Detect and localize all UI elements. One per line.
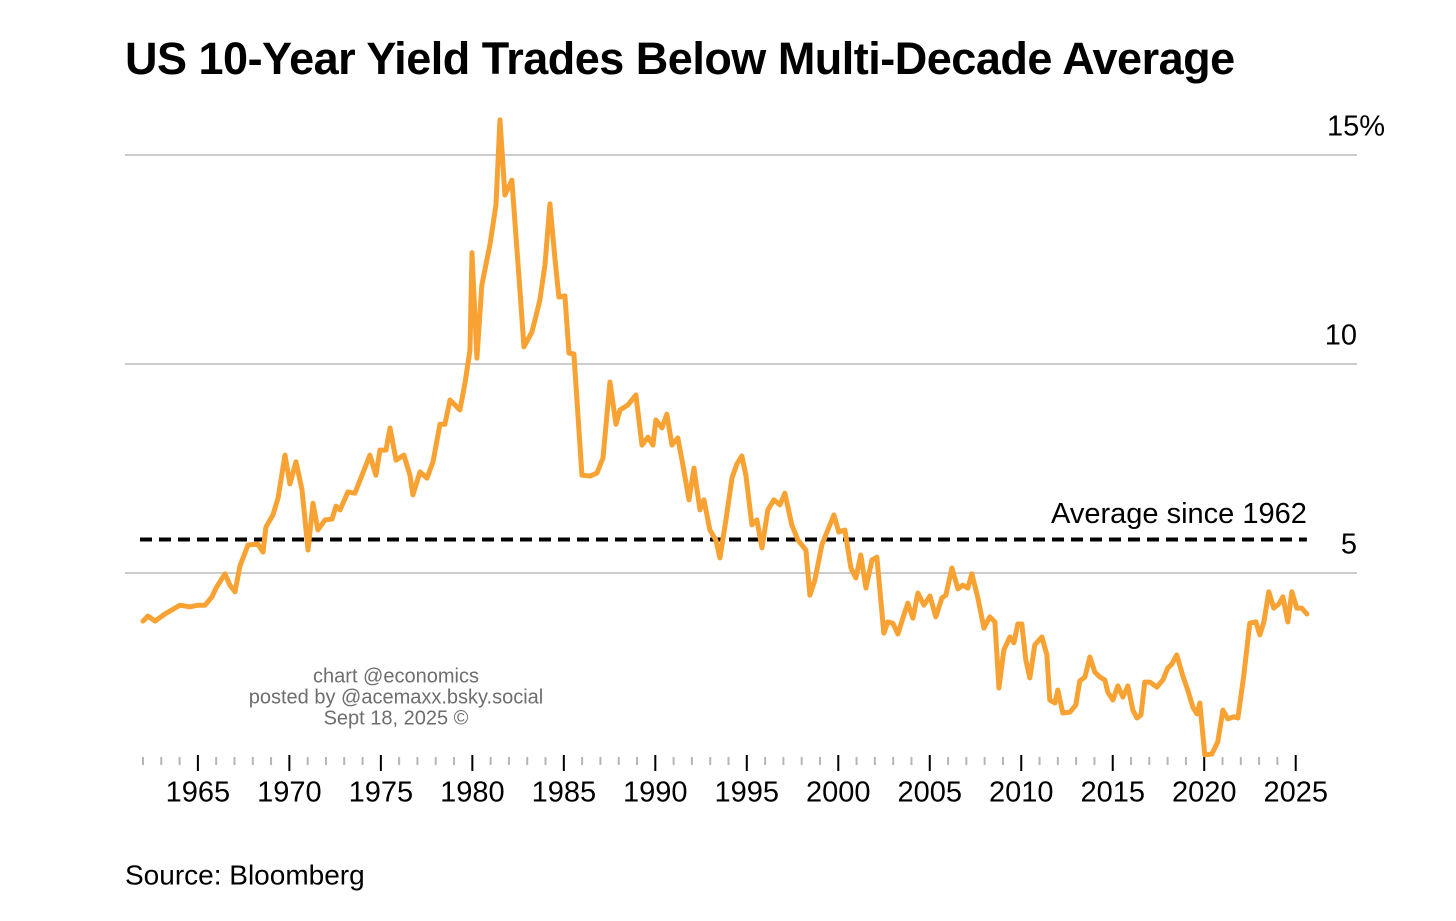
x-tick-label: 1970 [257, 777, 322, 809]
y-tick-label: 10 [1325, 320, 1357, 352]
source-note: Source: Bloomberg [125, 859, 365, 890]
yield-line [140, 117, 1310, 758]
x-tick-label: 1975 [349, 777, 414, 809]
x-tick-label: 1965 [166, 777, 231, 809]
x-tick-label: 1980 [440, 777, 505, 809]
watermark: Sept 18, 2025 © [324, 707, 469, 729]
x-tick-label: 2015 [1080, 777, 1145, 809]
chart-title: US 10-Year Yield Trades Below Multi-Deca… [125, 33, 1235, 84]
x-tick-label: 2020 [1172, 777, 1237, 809]
watermark: chart @economics [313, 665, 479, 687]
x-tick-label: 2025 [1263, 777, 1328, 809]
x-tick-label: 2010 [989, 777, 1054, 809]
x-tick-label: 1995 [715, 777, 780, 809]
average-label: Average since 1962 [1051, 498, 1307, 530]
y-tick-label: 5 [1341, 529, 1357, 561]
x-tick-label: 1985 [532, 777, 597, 809]
watermark: posted by @acemaxx.bsky.social [249, 686, 544, 708]
x-tick-label: 1990 [623, 777, 688, 809]
x-tick-label: 2005 [898, 777, 963, 809]
x-tick-label: 2000 [806, 777, 871, 809]
y-tick-label: 15% [1327, 111, 1385, 143]
